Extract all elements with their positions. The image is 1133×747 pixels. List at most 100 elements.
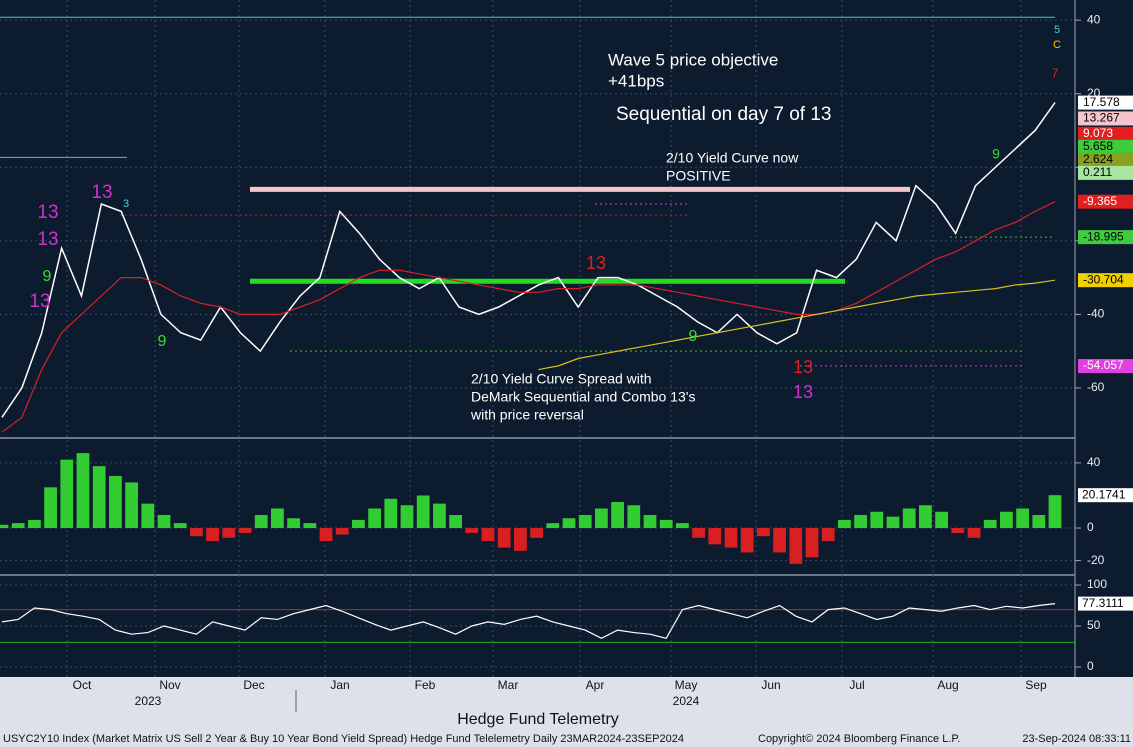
histogram-bar [141,503,155,529]
histogram-bar [254,515,268,529]
histogram-bar [76,453,90,529]
histogram-bar [44,487,57,529]
rsi-line [1,603,1056,639]
demark-label: 13 [37,202,58,223]
x-tick-label: Nov [159,678,180,692]
histogram-bar [659,519,673,529]
histogram-bar [238,528,252,533]
histogram-bar [1000,511,1013,529]
histogram-bar [886,516,900,529]
y-tick-label: -40 [1087,307,1105,321]
footer-description: USYC2Y10 Index (Market Matrix US Sell 2 … [3,733,684,745]
y-tick-label: 50 [1087,618,1101,632]
plot-background [0,0,1133,677]
histogram-bar [271,508,284,529]
demark-label: 13 [793,382,813,402]
price-tag [1078,194,1133,209]
annotation: DeMark Sequential and Combo 13's [471,389,695,405]
x-tick-label: Feb [415,678,436,692]
histogram-bar [724,528,738,548]
annotation: with price reversal [470,407,584,423]
histogram-bar [854,515,867,529]
x-tick-label: Oct [73,678,92,692]
demark-label: 13 [37,229,58,250]
x-tick-label: Jun [761,678,780,692]
histogram-bar [157,515,171,529]
price-tag-label: 5.658 [1083,139,1113,153]
histogram-bar [400,505,414,529]
price-line [1,102,1056,418]
annotation: POSITIVE [666,168,731,184]
x-tick-label: Mar [498,678,519,692]
histogram-bar [287,518,300,529]
histogram-bar [708,528,722,545]
value-tag [1078,596,1133,611]
footer-timestamp: 23-Sep-2024 08:33:11 [1022,733,1131,745]
histogram-bar [303,523,317,529]
price-tag-label: -18.995 [1083,229,1124,243]
histogram-bar [643,515,657,529]
histogram-bar [838,519,851,529]
histogram-bar [497,528,511,548]
histogram-bar [562,518,576,529]
demark-label: 13 [586,253,606,273]
demark-label: 3 [123,198,129,210]
demark-label: 5 [1054,24,1060,36]
histogram-bar [789,528,803,564]
histogram-bar [546,523,560,529]
histogram-bar [481,528,495,542]
value-tag-label: 20.1741 [1082,487,1126,501]
annotation: 2/10 Yield Curve Spread with [471,371,652,387]
demark-label: 9 [689,328,698,345]
price-tag [1078,111,1133,126]
y-tick-label: 40 [1087,455,1101,469]
histogram-bar [740,528,754,553]
price-tag [1078,126,1133,141]
histogram-bar [627,505,641,529]
histogram-bar [870,511,884,529]
histogram-bar [1016,508,1029,529]
x-tick-label: Sep [1025,678,1047,692]
demark-label: 9 [158,333,167,350]
value-tag-label: 77.3111 [1082,596,1124,610]
demark-label: 13 [793,357,813,377]
histogram-bar [206,528,219,542]
demark-label: 13 [91,182,112,203]
price-tag [1078,230,1133,245]
histogram-bar [173,523,187,529]
price-tag-label: 2.624 [1083,152,1113,166]
histogram-bar [676,523,689,529]
histogram-bar [983,519,997,529]
x-tick-label: Aug [937,678,958,692]
y-tick-label: -20 [1087,553,1105,567]
footer-title: Hedge Fund Telemetry [457,711,619,728]
demark-label: C [1053,39,1061,51]
x-year-label: 2024 [673,694,700,708]
y-tick-label: 40 [1087,12,1101,26]
histogram-bar [530,528,543,538]
histogram-bar [28,519,41,529]
histogram-bar [902,508,916,529]
y-tick-label: 0 [1087,659,1094,673]
price-tag-label: -30.704 [1083,272,1124,286]
histogram-bar [967,528,981,538]
footer-copyright: Copyright© 2024 Bloomberg Finance L.P. [758,733,960,745]
value-tag [1078,488,1133,503]
histogram-bar [190,528,203,537]
histogram-bar [692,528,705,538]
demark-label: 9 [43,268,52,285]
x-tick-label: Jan [330,678,349,692]
price-tag [1078,359,1133,374]
histogram-bar [109,475,122,529]
moving-average [1,201,1056,433]
histogram-bar [384,498,398,529]
histogram-bar [449,515,462,529]
histogram-bar [465,528,479,533]
demark-label: 7 [1052,66,1059,80]
x-tick-label: Jul [849,678,864,692]
histogram-bar [368,508,381,529]
price-tag-label: 9.073 [1083,126,1113,140]
price-tag [1078,139,1133,154]
histogram-bar [319,528,333,542]
